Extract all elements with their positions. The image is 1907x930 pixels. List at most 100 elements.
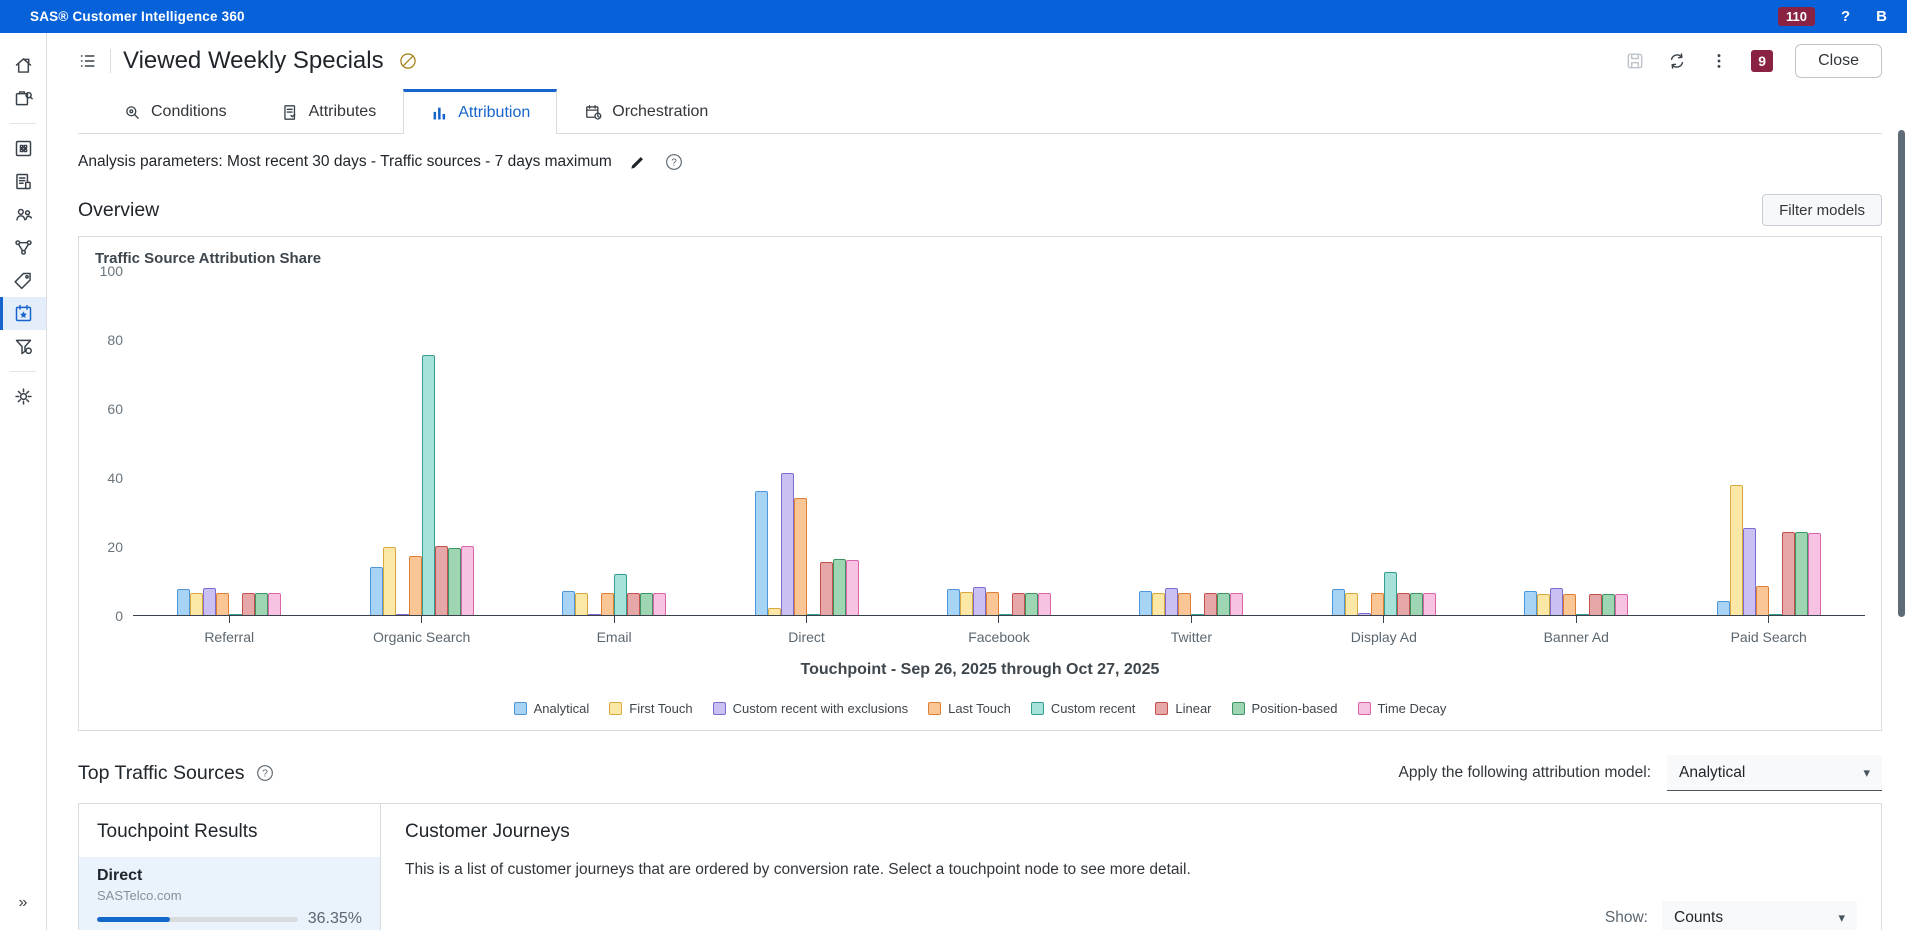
- bar[interactable]: [640, 592, 654, 615]
- bar[interactable]: [1357, 612, 1371, 615]
- bar[interactable]: [1807, 533, 1821, 615]
- list-icon[interactable]: [78, 51, 98, 71]
- bar[interactable]: [588, 613, 602, 615]
- bar[interactable]: [216, 592, 230, 615]
- help-circle-icon[interactable]: ?: [664, 152, 684, 172]
- sidebar-item-plan[interactable]: [0, 82, 46, 115]
- edit-pencil-icon[interactable]: [628, 152, 648, 172]
- show-select[interactable]: Counts ▾: [1662, 901, 1857, 930]
- bar[interactable]: [1217, 592, 1231, 615]
- sidebar-item-home[interactable]: [0, 49, 46, 82]
- bar[interactable]: [972, 587, 986, 615]
- legend-item[interactable]: Last Touch: [928, 701, 1011, 716]
- bar[interactable]: [845, 560, 859, 615]
- bar[interactable]: [1524, 590, 1538, 615]
- sidebar-expand-button[interactable]: »: [18, 894, 28, 911]
- bar[interactable]: [1589, 594, 1603, 615]
- bar[interactable]: [1344, 592, 1358, 615]
- bar[interactable]: [754, 490, 768, 615]
- bar[interactable]: [819, 561, 833, 615]
- bar[interactable]: [1409, 592, 1423, 615]
- bar[interactable]: [1729, 484, 1743, 615]
- bar[interactable]: [369, 567, 383, 615]
- tab-attributes[interactable]: Attributes: [254, 89, 404, 134]
- bar[interactable]: [1152, 592, 1166, 615]
- kebab-menu-icon[interactable]: [1709, 51, 1729, 71]
- bar[interactable]: [1716, 600, 1730, 615]
- legend-item[interactable]: Time Decay: [1357, 701, 1446, 716]
- legend-item[interactable]: Custom recent with exclusions: [712, 701, 908, 716]
- vertical-scrollbar[interactable]: [1898, 130, 1905, 617]
- bar[interactable]: [946, 589, 960, 615]
- bar[interactable]: [1615, 594, 1629, 615]
- bar[interactable]: [614, 573, 628, 615]
- help-button[interactable]: ?: [1840, 8, 1851, 25]
- bar[interactable]: [1383, 572, 1397, 615]
- legend-item[interactable]: First Touch: [609, 701, 693, 716]
- bar[interactable]: [1602, 594, 1616, 615]
- bar[interactable]: [793, 498, 807, 615]
- bar[interactable]: [447, 548, 461, 615]
- legend-item[interactable]: Custom recent: [1030, 701, 1135, 716]
- bar[interactable]: [1422, 592, 1436, 615]
- bar[interactable]: [780, 472, 794, 615]
- bar[interactable]: [1011, 592, 1025, 615]
- bar[interactable]: [1537, 594, 1551, 615]
- bar[interactable]: [1794, 532, 1808, 615]
- bar[interactable]: [985, 591, 999, 615]
- bar[interactable]: [395, 613, 409, 615]
- bar[interactable]: [1742, 528, 1756, 615]
- sidebar-item-settings[interactable]: [0, 380, 46, 413]
- touchpoint-item-direct[interactable]: Direct SASTelco.com 36.35%: [79, 857, 380, 930]
- bar[interactable]: [959, 591, 973, 615]
- bar[interactable]: [601, 592, 615, 615]
- sidebar-item-journeys[interactable]: [0, 231, 46, 264]
- bar[interactable]: [255, 592, 269, 615]
- bar[interactable]: [767, 607, 781, 615]
- bar[interactable]: [1139, 590, 1153, 615]
- bar[interactable]: [1781, 532, 1795, 615]
- bar[interactable]: [1768, 613, 1782, 615]
- sidebar-item-dashboard[interactable]: [0, 132, 46, 165]
- sidebar-item-tasks[interactable]: [0, 297, 46, 330]
- bar[interactable]: [1550, 588, 1564, 615]
- legend-item[interactable]: Position-based: [1231, 701, 1338, 716]
- bar[interactable]: [1024, 592, 1038, 615]
- bar[interactable]: [203, 588, 217, 615]
- legend-item[interactable]: Linear: [1155, 701, 1212, 716]
- bar[interactable]: [1563, 594, 1577, 615]
- bar[interactable]: [1396, 592, 1410, 615]
- sidebar-item-content[interactable]: [0, 165, 46, 198]
- bar[interactable]: [1370, 592, 1384, 615]
- bar[interactable]: [1230, 592, 1244, 615]
- bar[interactable]: [1576, 613, 1590, 615]
- bar[interactable]: [832, 558, 846, 615]
- sync-icon[interactable]: [1667, 51, 1687, 71]
- bar[interactable]: [408, 556, 422, 615]
- bar[interactable]: [190, 592, 204, 615]
- tab-orchestration[interactable]: Orchestration: [557, 89, 735, 134]
- sidebar-item-tags[interactable]: [0, 264, 46, 297]
- header-count-badge[interactable]: 9: [1751, 49, 1774, 72]
- sidebar-item-funnel[interactable]: [0, 330, 46, 363]
- bar[interactable]: [382, 546, 396, 615]
- bar[interactable]: [460, 545, 474, 615]
- bar[interactable]: [1165, 588, 1179, 615]
- bar[interactable]: [806, 613, 820, 615]
- sidebar-item-audiences[interactable]: [0, 198, 46, 231]
- bar[interactable]: [1331, 589, 1345, 615]
- bar[interactable]: [1755, 585, 1769, 615]
- bar[interactable]: [627, 592, 641, 615]
- bar[interactable]: [575, 592, 589, 615]
- bar[interactable]: [268, 592, 282, 615]
- notification-badge[interactable]: 110: [1778, 7, 1815, 26]
- bar[interactable]: [1204, 592, 1218, 615]
- bar[interactable]: [1037, 592, 1051, 615]
- attribution-model-select[interactable]: Analytical ▾: [1667, 755, 1882, 791]
- user-avatar[interactable]: B: [1876, 8, 1887, 25]
- close-button[interactable]: Close: [1795, 43, 1882, 78]
- tab-conditions[interactable]: Conditions: [96, 89, 254, 134]
- bar[interactable]: [177, 589, 191, 615]
- bar[interactable]: [1191, 613, 1205, 615]
- info-circle-icon[interactable]: ?: [255, 763, 275, 783]
